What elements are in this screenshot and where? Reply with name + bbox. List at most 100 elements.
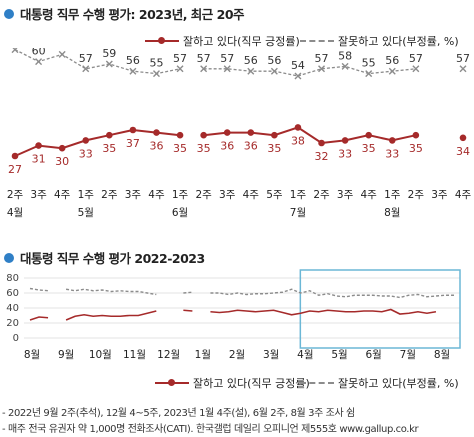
approve-series-line bbox=[29, 316, 49, 321]
disapprove-series-line bbox=[29, 287, 49, 292]
x-tick-label: 1주 bbox=[290, 189, 307, 201]
x-tick-label: 3주 bbox=[219, 189, 236, 201]
x-tick-label: 4주 bbox=[148, 189, 165, 201]
approve-value-label: 35 bbox=[267, 142, 281, 155]
x-tick-label: 3주 bbox=[431, 189, 448, 201]
approve-value-label: 35 bbox=[409, 142, 423, 155]
disapprove-value-label: 58 bbox=[338, 49, 352, 62]
y-tick-label: 80 bbox=[6, 273, 19, 284]
legend-approve-label: 잘하고 있다(직무 긍정률) bbox=[183, 35, 300, 48]
disapprove-value-label: 57 bbox=[315, 52, 329, 65]
x-tick-label: 4주 bbox=[455, 189, 472, 201]
x-tick-label: 3월 bbox=[263, 349, 279, 361]
disapprove-series-line bbox=[210, 288, 454, 299]
approve-point bbox=[247, 129, 255, 136]
approve-value-label: 37 bbox=[126, 137, 140, 150]
x-tick-label: 4주 bbox=[361, 189, 378, 201]
approve-point bbox=[271, 131, 278, 139]
y-tick-label: 60 bbox=[6, 288, 19, 299]
disapprove-point bbox=[152, 70, 160, 78]
disapprove-value-label: 57 bbox=[173, 52, 187, 65]
disapprove-point bbox=[129, 67, 137, 75]
title-bullet-icon bbox=[4, 8, 14, 19]
month-label: 5월 bbox=[78, 207, 94, 219]
disapprove-value-label: 60 bbox=[32, 48, 46, 58]
legend-disapprove-line-icon bbox=[300, 40, 334, 42]
x-tick-label: 2월 bbox=[229, 349, 245, 361]
legend-disapprove: 잘못하고 있다(부정률, %) bbox=[300, 375, 459, 391]
approve-point bbox=[341, 137, 349, 144]
approve-point bbox=[318, 139, 325, 147]
disapprove-series-line bbox=[203, 65, 416, 77]
approve-point bbox=[82, 137, 90, 144]
x-tick-label: 5주 bbox=[266, 189, 283, 201]
title-bullet-icon bbox=[4, 252, 14, 263]
disapprove-value-label: 57 bbox=[220, 52, 234, 65]
approve-value-label: 35 bbox=[173, 142, 187, 155]
x-tick-label: 3주 bbox=[337, 189, 354, 201]
x-tick-label: 2주 bbox=[101, 189, 118, 201]
approve-value-label: 36 bbox=[149, 140, 163, 153]
legend-approve: 잘하고 있다(직무 긍정률) bbox=[155, 375, 310, 391]
disapprove-series-line bbox=[183, 291, 193, 294]
disapprove-value-label: 55 bbox=[362, 57, 376, 70]
x-tick-label: 8월 bbox=[434, 349, 450, 361]
legend-disapprove-line-icon bbox=[300, 382, 334, 384]
approve-value-label: 31 bbox=[32, 153, 46, 166]
approve-series-line bbox=[65, 310, 157, 321]
approve-value-label: 35 bbox=[362, 142, 376, 155]
disapprove-value-label: 57 bbox=[456, 52, 470, 65]
approve-value-label: 33 bbox=[338, 147, 352, 160]
legend-approve-label: 잘하고 있다(직무 긍정률) bbox=[193, 377, 310, 390]
disapprove-value-label: 63 bbox=[55, 48, 69, 50]
disapprove-point bbox=[82, 65, 90, 73]
y-tick-label: 0 bbox=[13, 333, 19, 344]
approve-point bbox=[294, 124, 302, 131]
disapprove-point bbox=[223, 65, 231, 73]
approve-point bbox=[129, 126, 137, 134]
approve-point bbox=[459, 134, 467, 142]
x-tick-label: 8월 bbox=[24, 349, 40, 361]
approve-value-label: 34 bbox=[456, 145, 470, 158]
x-tick-label: 4주 bbox=[54, 189, 71, 201]
approve-point bbox=[11, 152, 19, 160]
disapprove-point bbox=[247, 67, 255, 75]
disapprove-point bbox=[105, 60, 113, 68]
top-chart-title-text: 대통령 직무 수행 평가: 2023년, 최근 20주 bbox=[20, 7, 245, 22]
x-tick-label: 1주 bbox=[384, 189, 401, 201]
disapprove-point bbox=[58, 50, 66, 58]
footnote-methodology: - 매주 전국 유권자 약 1,000명 전화조사(CATI). 한국갤럽 데일… bbox=[2, 424, 419, 435]
approve-point bbox=[388, 137, 396, 144]
approve-point bbox=[153, 129, 160, 136]
approve-value-label: 32 bbox=[315, 150, 329, 163]
approve-value-label: 36 bbox=[220, 140, 234, 153]
top-chart-title: 대통령 직무 수행 평가: 2023년, 최근 20주 bbox=[0, 4, 245, 23]
x-tick-label: 3주 bbox=[125, 189, 142, 201]
approve-point bbox=[106, 131, 113, 139]
approve-point bbox=[200, 131, 207, 139]
approve-series-line bbox=[183, 309, 193, 312]
approve-point bbox=[223, 129, 231, 136]
month-label: 4월 bbox=[7, 207, 23, 219]
approve-point bbox=[412, 131, 420, 139]
approve-value-label: 36 bbox=[244, 140, 258, 153]
disapprove-value-label: 57 bbox=[197, 52, 211, 65]
month-label: 6월 bbox=[172, 207, 188, 219]
footnote-survey-breaks: - 2022년 9월 2주(추석), 12월 4~5주, 2023년 1월 4주… bbox=[2, 408, 355, 419]
x-tick-label: 4주 bbox=[243, 189, 260, 201]
disapprove-value-label: 56 bbox=[385, 54, 399, 67]
bottom-chart-title-text: 대통령 직무 수행 평가 2022-2023 bbox=[20, 251, 205, 266]
month-label: 8월 bbox=[384, 207, 400, 219]
y-tick-label: 20 bbox=[6, 318, 19, 329]
legend-approve-line-icon bbox=[155, 379, 189, 386]
approve-series-line bbox=[14, 128, 181, 157]
disapprove-point bbox=[459, 65, 467, 73]
x-tick-label: 3주 bbox=[30, 189, 47, 201]
x-tick-label: 2주 bbox=[195, 189, 212, 201]
approve-value-label: 33 bbox=[385, 147, 399, 160]
disapprove-point bbox=[412, 65, 420, 73]
disapprove-point bbox=[294, 72, 302, 80]
disapprove-point bbox=[365, 70, 373, 78]
disapprove-value-label: 56 bbox=[126, 54, 140, 67]
